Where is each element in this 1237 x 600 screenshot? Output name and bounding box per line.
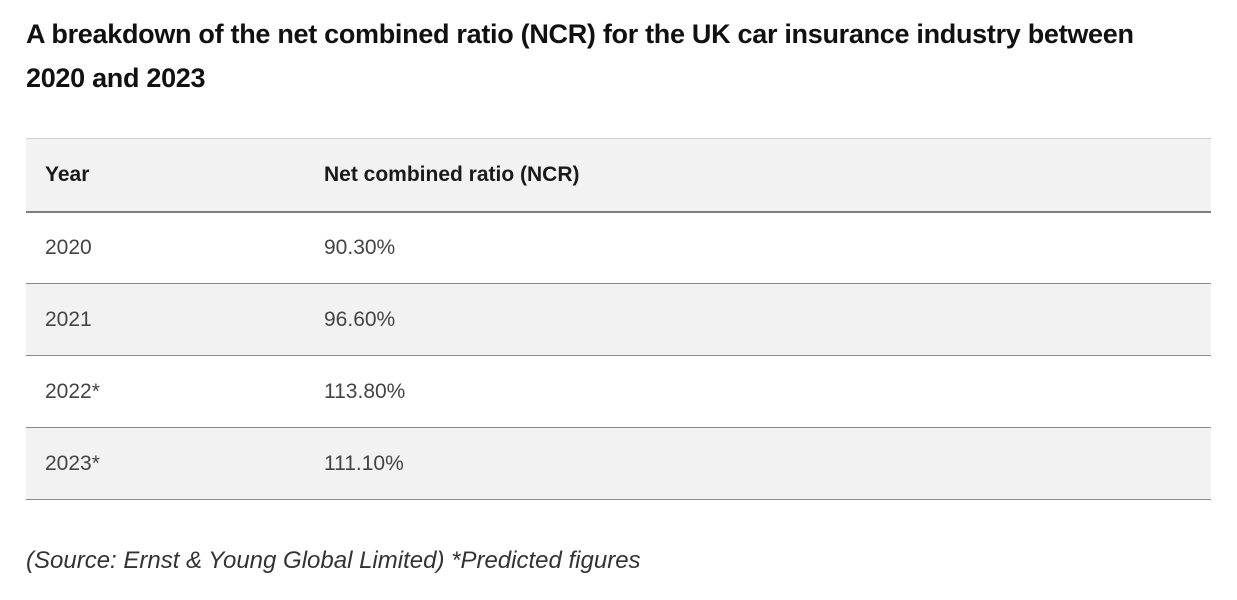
ncr-cell: 111.10% (305, 427, 1211, 500)
year-cell: 2020 (26, 211, 305, 284)
year-cell: 2023* (26, 427, 305, 500)
table-row: 2021 96.60% (26, 283, 1211, 356)
table-row: 2020 90.30% (26, 211, 1211, 284)
ncr-cell: 96.60% (305, 283, 1211, 356)
ncr-cell: 113.80% (305, 355, 1211, 428)
column-header-year: Year (26, 138, 305, 213)
table-row: 2023* 111.10% (26, 427, 1211, 500)
source-note: (Source: Ernst & Young Global Limited) *… (26, 547, 641, 574)
year-cell: 2022* (26, 355, 305, 428)
table-row: 2022* 113.80% (26, 355, 1211, 428)
ncr-cell: 90.30% (305, 211, 1211, 284)
page-title: A breakdown of the net combined ratio (N… (26, 19, 1134, 93)
year-cell: 2021 (26, 283, 305, 356)
column-header-ncr: Net combined ratio (NCR) (305, 138, 1211, 213)
table-header-row: Year Net combined ratio (NCR) (26, 138, 1211, 213)
ncr-table: Year Net combined ratio (NCR) 2020 90.30… (26, 138, 1211, 500)
